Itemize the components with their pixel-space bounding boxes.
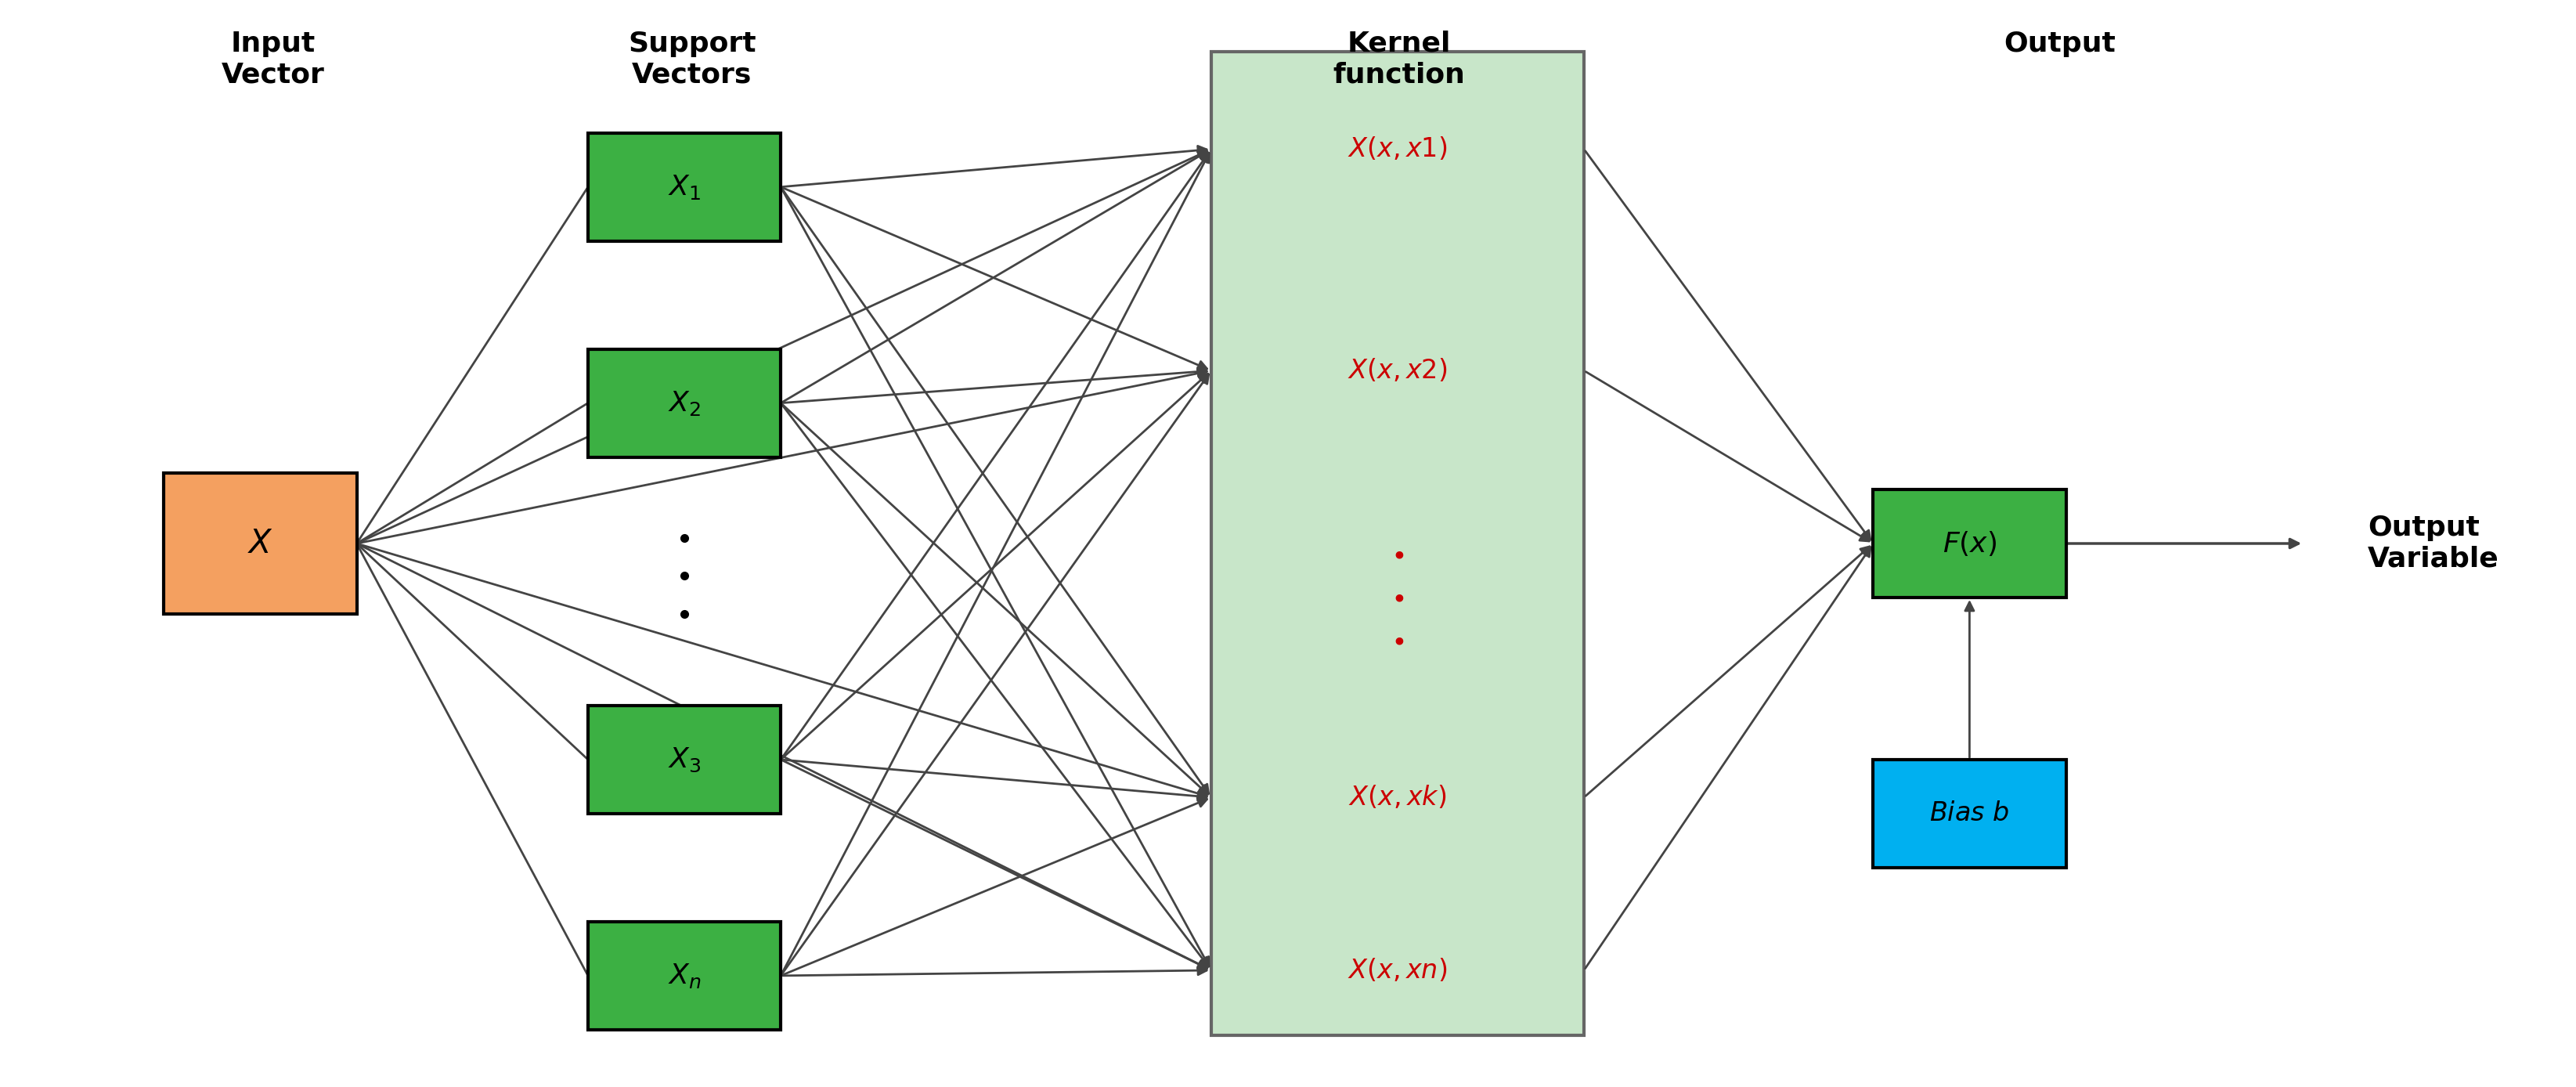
FancyBboxPatch shape bbox=[1211, 52, 1584, 1035]
Text: $X(x,xn)$: $X(x,xn)$ bbox=[1347, 957, 1448, 984]
FancyBboxPatch shape bbox=[587, 133, 781, 241]
FancyBboxPatch shape bbox=[587, 922, 781, 1029]
Text: $X_2$: $X_2$ bbox=[667, 389, 701, 417]
Text: $\bullet$: $\bullet$ bbox=[1391, 628, 1404, 653]
Text: Support
Vectors: Support Vectors bbox=[629, 30, 755, 88]
Text: $X(x,x2)$: $X(x,x2)$ bbox=[1347, 358, 1448, 384]
Text: $X(x,x1)$: $X(x,x1)$ bbox=[1347, 136, 1448, 162]
Text: $\bullet$: $\bullet$ bbox=[1391, 541, 1404, 567]
FancyBboxPatch shape bbox=[587, 705, 781, 813]
Text: $X(x,xk)$: $X(x,xk)$ bbox=[1347, 784, 1445, 811]
Text: Input
Vector: Input Vector bbox=[222, 30, 325, 88]
Text: $F(x)$: $F(x)$ bbox=[1942, 529, 1996, 558]
Text: $X_1$: $X_1$ bbox=[667, 173, 701, 201]
FancyBboxPatch shape bbox=[587, 349, 781, 457]
Text: Output
Variable: Output Variable bbox=[2367, 515, 2499, 572]
Text: $\bullet$: $\bullet$ bbox=[1391, 585, 1404, 611]
FancyBboxPatch shape bbox=[165, 473, 355, 614]
Text: $X_3$: $X_3$ bbox=[667, 746, 701, 774]
FancyBboxPatch shape bbox=[1873, 760, 2066, 867]
FancyBboxPatch shape bbox=[1873, 489, 2066, 598]
Text: $X_n$: $X_n$ bbox=[667, 962, 701, 990]
Text: $X$: $X$ bbox=[247, 527, 273, 560]
Text: $Bias\ b$: $Bias\ b$ bbox=[1929, 801, 2009, 826]
Text: Output: Output bbox=[2004, 30, 2115, 57]
Text: Kernel
function: Kernel function bbox=[1332, 30, 1466, 88]
